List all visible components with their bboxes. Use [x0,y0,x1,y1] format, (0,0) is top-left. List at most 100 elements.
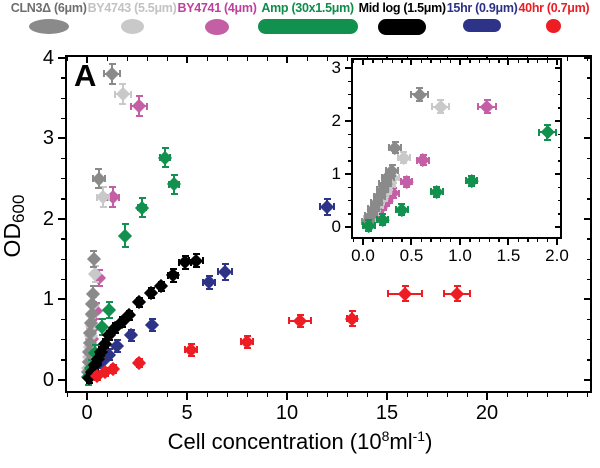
axis-tick [86,393,88,400]
error-bar-cap [401,299,409,302]
y-tick-label: 3 [42,127,54,150]
legend-item-label: 40hr (0.7μm) [518,1,590,15]
axis-tick [410,239,413,245]
axis-tick [558,186,560,189]
error-bar-cap [89,285,97,288]
legend-item-label: BY4741 (4μm) [177,1,257,15]
axis-tick [558,146,560,149]
axis-tick [206,57,208,61]
axis-tick [401,60,403,63]
axis-tick [507,239,510,245]
error-bar-cap [108,82,116,85]
axis-tick [381,60,384,63]
error-bar-cap [130,102,133,110]
error-bar-cap [91,344,99,347]
axis-tick [478,239,481,242]
axis-tick [410,60,413,65]
legend-marker-pill [378,19,427,35]
error-bar-cap [109,186,117,189]
axis-tick [458,60,461,65]
axis-tick [126,57,128,61]
data-point [239,334,255,349]
legend-item-3: BY4741 (4μm) [177,0,257,35]
x-axis-unit-exponent: -1 [412,428,426,444]
axis-tick [587,338,590,341]
axis-tick [587,238,590,240]
axis-tick [555,172,560,175]
data-point [123,328,139,343]
error-bar-cap [161,146,169,149]
x-axis-label: Cell concentration (108ml-1) [0,428,600,455]
axis-tick [61,77,65,79]
inset-series-layer [353,60,560,237]
axis-tick [61,117,65,120]
error-bar-cap [135,95,143,98]
axis-tick [558,160,560,162]
axis-tick [372,239,374,242]
axis-tick [587,258,590,260]
axis-tick [186,57,188,63]
data-point [91,171,106,186]
error-bar-cap [401,285,409,288]
axis-tick [166,57,168,61]
axis-tick [366,393,368,397]
axis-tick [449,60,452,63]
y-tick-label: 4 [42,46,54,69]
axis-tick [361,239,364,245]
axis-tick [58,56,65,59]
error-bar-cap [103,70,105,78]
axis-tick [587,198,590,200]
error-bar-cap [105,316,113,319]
axis-tick [587,359,590,361]
axis-tick [391,239,393,242]
x-tick-label: 1.0 [448,246,472,265]
legend-marker-ellipse [205,19,230,35]
data-point [104,66,120,81]
error-bar-cap [86,340,94,343]
axis-tick [391,60,393,63]
axis-tick [348,213,351,215]
axis-tick [430,60,432,63]
axis-tick [348,80,351,83]
axis-tick [546,239,549,242]
data-point [86,251,101,267]
y-tick-label: 1 [331,163,341,183]
axis-tick [584,137,590,140]
data-point [102,302,117,317]
x-tick-label: 0 [81,402,93,424]
axis-tick [61,238,65,240]
error-bar-cap [108,63,116,66]
error-bar-cap [119,83,127,86]
axis-tick [226,393,228,397]
axis-tick [66,57,68,61]
axis-tick [488,60,490,63]
axis-tick [526,393,528,397]
axis-tick [466,393,468,397]
error-bar-cap [443,290,445,298]
legend-item-label: Mid log (1.5μm) [358,1,446,15]
axis-tick [440,239,442,242]
legend-item-label: CLN3Δ (6μm) [10,1,87,15]
error-bar-cap [170,192,178,195]
x-tick-label: 2.0 [545,246,569,265]
x-tick-label: 20 [475,402,499,424]
error-bar-cap [89,301,97,304]
axis-tick [406,393,408,397]
legend-marker-ellipse [546,19,562,33]
error-bar-cap [99,186,107,189]
data-point [416,153,430,167]
x-tick-label: 10 [275,402,299,424]
axis-tick [555,119,560,122]
x-axis-label-close: ) [425,429,433,454]
panel-label: A [74,58,97,93]
error-bar-cap [555,128,558,136]
error-bar-cap [87,330,95,333]
axis-tick [587,278,590,281]
data-point [217,264,233,279]
error-bar-cap [121,223,129,226]
data-point [319,199,335,214]
error-bar-cap [90,249,98,252]
error-bar-cap [135,114,143,117]
axis-tick [352,239,355,242]
